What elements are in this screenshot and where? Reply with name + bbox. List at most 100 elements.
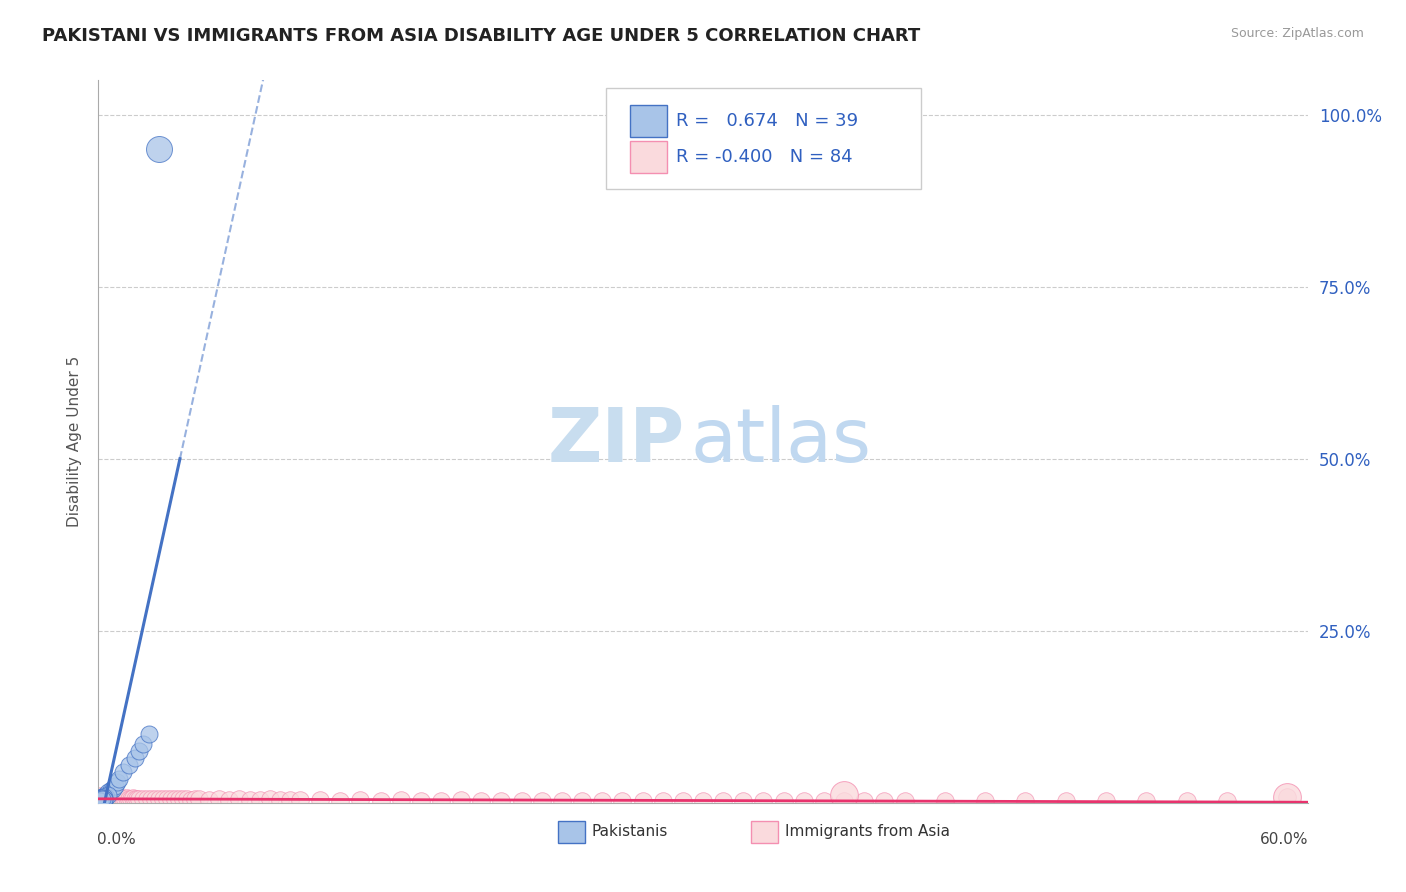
Point (152, 792, 174, 806)
Point (772, 794, 794, 808)
Point (91, 791, 114, 805)
Point (551, 794, 574, 808)
Point (793, 794, 815, 808)
FancyBboxPatch shape (558, 821, 585, 843)
Point (103, 791, 125, 805)
Point (239, 793, 262, 807)
Point (450, 793, 472, 807)
Point (91, 790, 114, 805)
Point (228, 792, 250, 806)
Point (1135, 794, 1157, 808)
Point (89, 794, 111, 808)
Point (105, 791, 128, 805)
Point (89, 793, 111, 807)
FancyBboxPatch shape (751, 821, 778, 843)
Point (96, 791, 118, 805)
Point (89, 793, 111, 807)
Point (571, 794, 593, 808)
Point (93, 789, 115, 804)
Point (97, 790, 120, 805)
Point (853, 794, 876, 808)
Point (89, 794, 111, 808)
Point (100, 783, 122, 797)
Point (389, 793, 412, 807)
Point (934, 794, 956, 808)
Point (249, 793, 271, 807)
Point (591, 794, 613, 808)
Point (115, 791, 138, 805)
Point (612, 794, 634, 808)
Point (89, 794, 111, 808)
Point (1277, 790, 1299, 805)
Point (672, 794, 695, 808)
Point (176, 792, 198, 806)
Text: R = -0.400   N = 84: R = -0.400 N = 84 (676, 148, 853, 166)
Point (631, 794, 654, 808)
Point (128, 744, 150, 758)
Point (198, 793, 221, 807)
Point (91, 794, 114, 808)
Point (132, 737, 155, 751)
Point (107, 772, 129, 786)
Point (873, 794, 896, 808)
Point (111, 764, 134, 779)
Text: 0.0%: 0.0% (97, 831, 136, 847)
Point (132, 791, 155, 805)
Text: Source: ZipAtlas.com: Source: ZipAtlas.com (1230, 27, 1364, 40)
Point (138, 727, 160, 741)
Point (135, 792, 157, 806)
Point (180, 793, 202, 807)
Point (832, 794, 855, 808)
Point (259, 792, 281, 806)
Point (110, 791, 132, 805)
Point (370, 794, 392, 808)
Point (118, 791, 141, 805)
Point (93, 792, 115, 806)
Point (93, 789, 115, 803)
Point (96, 789, 118, 804)
Point (329, 794, 352, 808)
FancyBboxPatch shape (606, 87, 921, 189)
Point (114, 791, 136, 805)
Text: atlas: atlas (690, 405, 872, 478)
Point (103, 779, 125, 793)
Text: 60.0%: 60.0% (1260, 831, 1309, 847)
Point (510, 794, 533, 808)
Point (105, 775, 128, 789)
Point (90, 791, 112, 805)
Point (93, 789, 115, 804)
Point (288, 793, 311, 807)
Point (91, 793, 114, 807)
Point (128, 791, 150, 805)
Point (349, 793, 371, 807)
Point (752, 794, 775, 808)
Point (1095, 794, 1118, 808)
Point (89, 794, 111, 808)
Y-axis label: Disability Age Under 5: Disability Age Under 5 (66, 356, 82, 527)
Point (111, 791, 134, 805)
Point (118, 758, 141, 772)
Point (93, 790, 115, 805)
Point (100, 791, 122, 805)
Point (124, 751, 146, 765)
Point (1014, 794, 1036, 808)
Point (167, 792, 190, 806)
Point (692, 794, 714, 808)
Point (269, 793, 291, 807)
Point (101, 790, 124, 805)
Point (139, 791, 162, 805)
Point (832, 788, 855, 802)
Point (124, 791, 146, 805)
Point (470, 794, 492, 808)
Point (208, 792, 231, 806)
Point (121, 791, 143, 805)
Text: ZIP: ZIP (547, 405, 685, 478)
Point (711, 794, 734, 808)
Point (1277, 790, 1299, 805)
Point (101, 782, 124, 797)
FancyBboxPatch shape (630, 105, 666, 136)
Point (93, 791, 115, 805)
Point (733, 794, 755, 808)
Point (107, 791, 129, 805)
Point (91, 790, 114, 805)
